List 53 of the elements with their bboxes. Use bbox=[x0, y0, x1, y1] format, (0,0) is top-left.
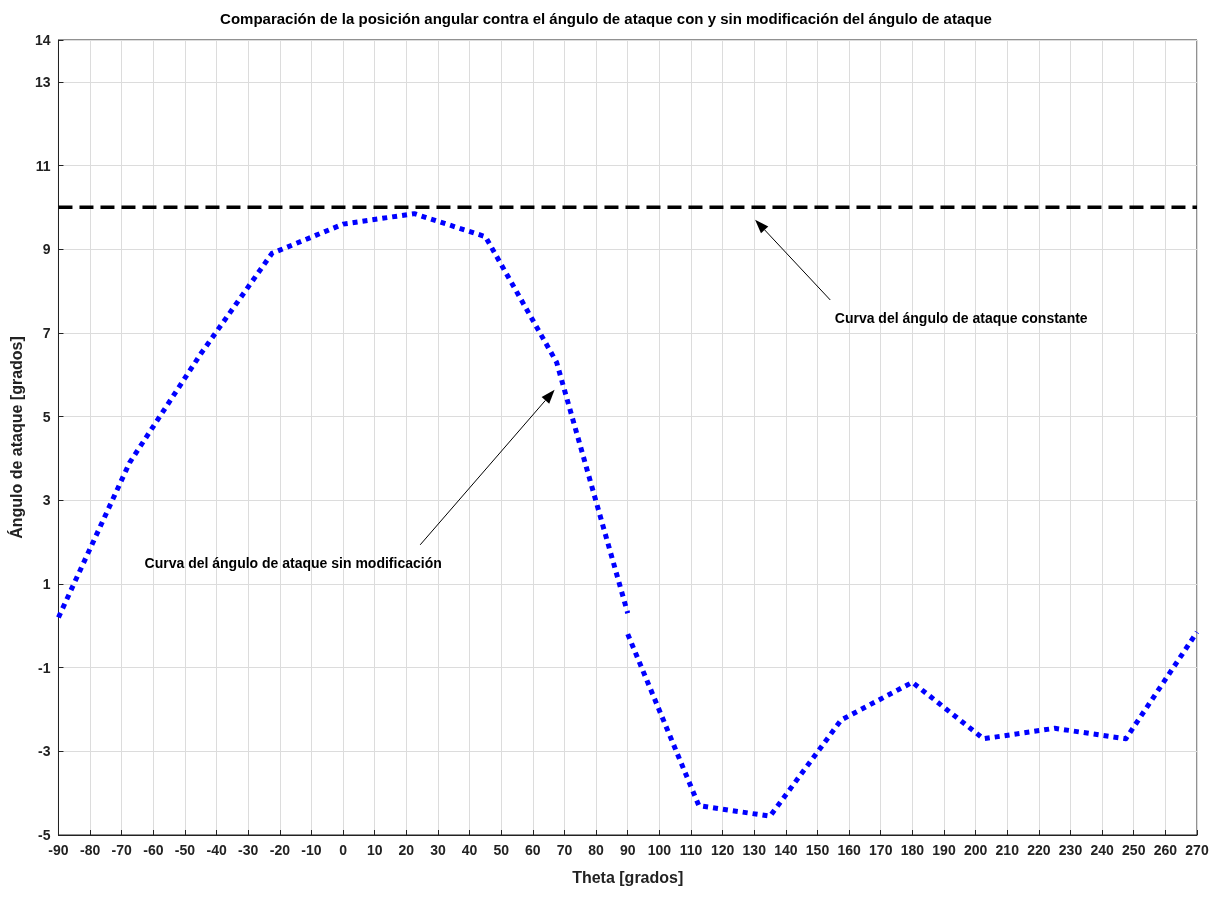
x-tick-label: -40 bbox=[206, 842, 227, 858]
x-tick-label: 0 bbox=[339, 842, 348, 858]
y-tick-label: 9 bbox=[42, 241, 51, 258]
x-tick-label: 150 bbox=[805, 842, 830, 858]
x-tick-label: -80 bbox=[79, 842, 101, 858]
x-tick-label: 30 bbox=[430, 842, 446, 858]
x-tick-label: 220 bbox=[1027, 842, 1051, 858]
x-tick-label: 270 bbox=[1185, 842, 1209, 858]
x-tick-label: 110 bbox=[679, 842, 703, 858]
x-tick-label: 170 bbox=[869, 842, 893, 858]
y-axis-title: Ángulo de ataque [grados] bbox=[6, 336, 25, 539]
x-tick-label: 40 bbox=[461, 842, 478, 858]
x-tick-label: 250 bbox=[1122, 842, 1146, 858]
x-tick-label: -20 bbox=[269, 842, 291, 858]
x-tick-label: 190 bbox=[932, 842, 956, 858]
x-axis-title: Theta [grados] bbox=[572, 868, 684, 886]
x-tick-label: 230 bbox=[1058, 842, 1083, 858]
x-tick-label: -30 bbox=[238, 842, 259, 858]
x-tick-label: 160 bbox=[837, 842, 862, 858]
x-tick-label: 100 bbox=[647, 842, 672, 858]
y-tick-label: -1 bbox=[38, 659, 51, 676]
x-tick-label: 20 bbox=[398, 842, 415, 858]
x-tick-label: -10 bbox=[301, 842, 322, 858]
x-tick-label: 120 bbox=[710, 842, 735, 858]
y-tick-label: -3 bbox=[38, 743, 51, 760]
x-tick-label: 200 bbox=[963, 842, 988, 858]
x-tick-label: 260 bbox=[1153, 842, 1178, 858]
y-tick-label: 3 bbox=[42, 492, 51, 509]
x-tick-label: 90 bbox=[619, 842, 636, 858]
x-tick-label: 80 bbox=[588, 842, 605, 858]
x-tick-label: 130 bbox=[742, 842, 767, 858]
annotation: Curva del ángulo de ataque sin modificación bbox=[144, 555, 442, 572]
y-tick-label: 13 bbox=[34, 73, 51, 90]
y-tick-label: 1 bbox=[42, 575, 51, 592]
x-tick-label: -70 bbox=[111, 842, 133, 858]
chart-title: Comparación de la posición angular contra el ángulo de ataque con y sin modificación del ángulo de ataque bbox=[220, 10, 992, 27]
x-tick-label: 50 bbox=[493, 842, 510, 858]
y-tick-label: -5 bbox=[38, 827, 51, 843]
x-tick-label: 180 bbox=[900, 842, 925, 858]
y-tick-label: 11 bbox=[35, 157, 51, 174]
y-tick-label: 14 bbox=[34, 32, 51, 48]
x-tick-label: 240 bbox=[1090, 842, 1115, 858]
x-tick-label: -60 bbox=[143, 842, 164, 858]
x-tick-label: 60 bbox=[525, 842, 541, 858]
x-tick-label: 140 bbox=[774, 842, 798, 858]
x-tick-label: -90 bbox=[48, 842, 69, 858]
x-tick-label: 70 bbox=[556, 842, 573, 858]
x-tick-label: 10 bbox=[366, 842, 383, 858]
annotation: Curva del ángulo de ataque constante bbox=[834, 310, 1088, 327]
x-tick-label: 210 bbox=[995, 842, 1020, 858]
y-tick-label: 7 bbox=[42, 324, 51, 341]
y-tick-label: 5 bbox=[42, 408, 51, 425]
x-tick-label: -50 bbox=[174, 842, 196, 858]
